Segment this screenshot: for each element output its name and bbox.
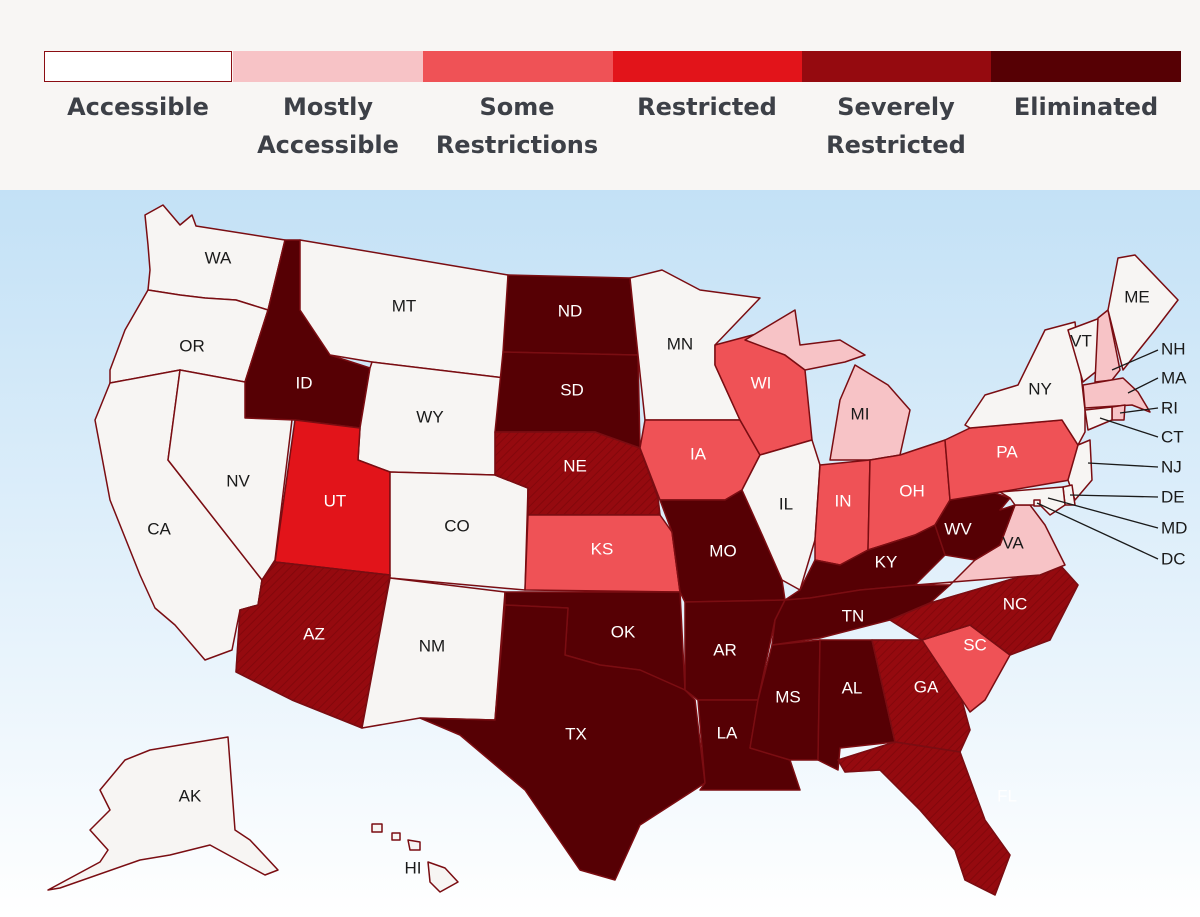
- label-ak: AK: [179, 786, 202, 805]
- state-hi-maui[interactable]: [407, 839, 421, 851]
- leader-ri: [1119, 407, 1159, 414]
- label-ny: NY: [1028, 379, 1052, 398]
- state-ak[interactable]: [47, 736, 279, 891]
- legend-panel: Accessible Mostly Accessible Some Restri…: [0, 0, 1200, 190]
- label-nd: ND: [558, 301, 583, 320]
- legend-swatch-some-restrictions: [423, 51, 613, 82]
- legend-label-severely-restricted: Severely Restricted: [826, 93, 966, 159]
- label-tn: TN: [842, 606, 865, 625]
- callout-dc: DC: [1161, 549, 1186, 568]
- label-in: IN: [835, 491, 852, 510]
- legend-label-mostly-accessible: Mostly Accessible: [257, 93, 399, 159]
- state-mo[interactable]: [659, 489, 786, 603]
- label-vt: VT: [1070, 331, 1092, 350]
- label-ok: OK: [611, 622, 636, 641]
- northeast-callouts: NH MA RI CT NJ DE MD DC: [1036, 339, 1187, 568]
- label-nv: NV: [226, 471, 250, 490]
- states-layer: [47, 204, 1179, 896]
- label-ms: MS: [775, 687, 801, 706]
- state-mi-upper[interactable]: [744, 309, 866, 371]
- legend-label-restricted: Restricted: [637, 93, 777, 121]
- label-mt: MT: [392, 296, 417, 315]
- label-me: ME: [1124, 287, 1150, 306]
- callout-de: DE: [1161, 487, 1185, 506]
- leader-nh: [1111, 349, 1159, 371]
- state-in[interactable]: [814, 459, 871, 566]
- legend-swatch-eliminated: [991, 51, 1181, 82]
- us-map: WA OR CA NV ID MT WY UT CO AZ NM ND SD N…: [47, 204, 1187, 896]
- legend-swatch-accessible: [44, 51, 232, 82]
- label-or: OR: [179, 336, 205, 355]
- legend-label-accessible: Accessible: [67, 93, 209, 121]
- label-wy: WY: [416, 407, 443, 426]
- label-nc: NC: [1003, 594, 1028, 613]
- callout-md: MD: [1161, 518, 1187, 537]
- state-hi[interactable]: [427, 861, 459, 893]
- label-ks: KS: [591, 539, 614, 558]
- label-hi: HI: [405, 858, 422, 877]
- label-va: VA: [1002, 533, 1024, 552]
- callout-nh: NH: [1161, 339, 1186, 358]
- label-ut: UT: [324, 491, 347, 510]
- label-co: CO: [444, 516, 470, 535]
- state-mi[interactable]: [829, 364, 911, 461]
- state-ma[interactable]: [1082, 377, 1151, 413]
- state-hi-kauai[interactable]: [371, 823, 383, 833]
- label-az: AZ: [303, 624, 325, 643]
- label-oh: OH: [899, 481, 925, 500]
- label-mo: MO: [709, 541, 736, 560]
- state-ky[interactable]: [784, 524, 946, 601]
- label-ga: GA: [914, 677, 939, 696]
- leader-dc: [1036, 502, 1159, 560]
- label-ar: AR: [713, 640, 737, 659]
- state-labels: WA OR CA NV ID MT WY UT CO AZ NM ND SD N…: [147, 248, 1150, 877]
- label-il: IL: [779, 494, 793, 513]
- label-wi: WI: [751, 373, 772, 392]
- label-ne: NE: [563, 456, 587, 475]
- legend-swatch-mostly-accessible: [233, 51, 423, 82]
- label-wv: WV: [944, 519, 972, 538]
- leader-nj: [1087, 462, 1159, 468]
- leader-md: [1047, 497, 1159, 529]
- label-tx: TX: [565, 724, 587, 743]
- callout-ma: MA: [1161, 368, 1187, 387]
- state-ct[interactable]: [1084, 406, 1113, 431]
- label-sc: SC: [963, 635, 987, 654]
- callout-nj: NJ: [1161, 457, 1182, 476]
- legend-swatch-severely-restricted: [802, 51, 991, 82]
- leader-ct: [1099, 417, 1159, 438]
- callout-ri: RI: [1161, 398, 1178, 417]
- label-mi: MI: [851, 404, 870, 423]
- label-ca: CA: [147, 519, 171, 538]
- label-id: ID: [296, 373, 313, 392]
- label-ky: KY: [875, 552, 898, 571]
- label-pa: PA: [996, 442, 1018, 461]
- state-nj[interactable]: [1067, 439, 1093, 501]
- state-tx[interactable]: [419, 604, 706, 881]
- leader-de: [1069, 494, 1159, 498]
- legend-swatch-restricted: [613, 51, 802, 82]
- state-hi-oahu[interactable]: [391, 832, 401, 841]
- label-nm: NM: [419, 636, 445, 655]
- label-fl: FL: [997, 786, 1017, 805]
- callout-ct: CT: [1161, 427, 1184, 446]
- state-me[interactable]: [1107, 254, 1179, 371]
- state-wv[interactable]: [934, 487, 1016, 561]
- label-mn: MN: [667, 334, 693, 353]
- leader-ma: [1127, 377, 1159, 394]
- label-sd: SD: [560, 380, 584, 399]
- legend-label-some-restrictions: Some Restrictions: [435, 93, 599, 159]
- legend-label-eliminated: Eliminated: [1013, 93, 1159, 121]
- label-al: AL: [842, 678, 863, 697]
- state-nh[interactable]: [1094, 309, 1121, 383]
- label-la: LA: [717, 723, 738, 742]
- label-ia: IA: [690, 444, 707, 463]
- label-wa: WA: [205, 248, 232, 267]
